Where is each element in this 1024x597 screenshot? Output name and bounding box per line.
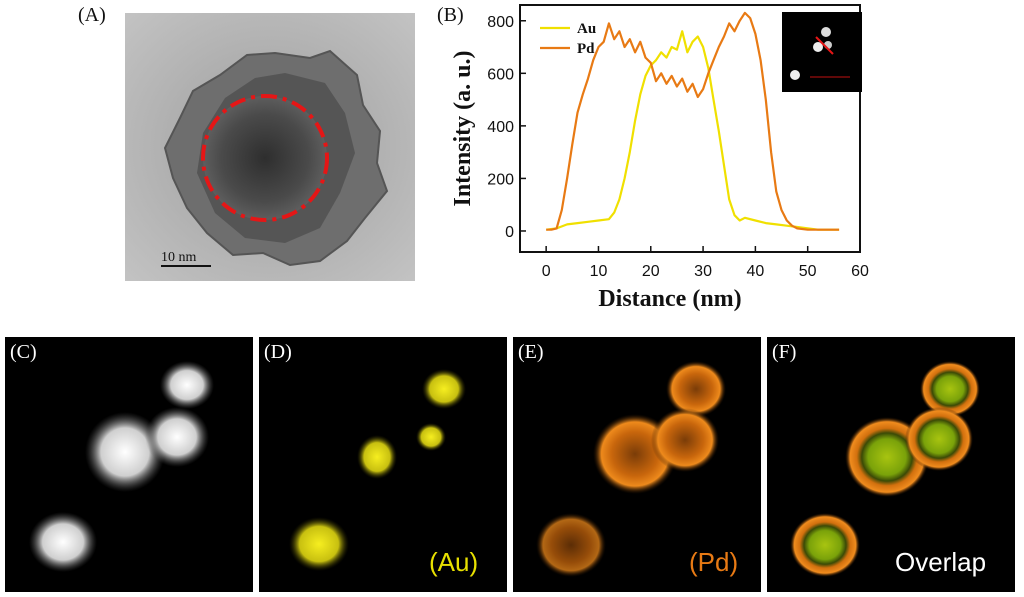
x-tick-label: 10 [590,263,608,280]
x-tick-label: 50 [799,263,817,280]
panel-c-label: (C) [10,341,37,363]
x-tick-label: 20 [642,263,660,280]
legend: Au Pd [540,21,596,57]
x-axis-label: Distance (nm) [598,286,741,312]
overlap-particle [790,513,860,577]
y-tick-label: 600 [487,66,514,83]
overlap-particle [920,361,980,417]
au-elemental-map: (Au) [259,337,507,592]
au-particle [289,517,349,571]
overlap-particles [790,361,980,577]
x-tick-label: 40 [746,263,764,280]
panel-a-label: (A) [78,4,106,26]
legend-label-au: Au [577,21,596,37]
x-tick-label: 0 [542,263,551,280]
pd-elemental-map: (Pd) [513,337,761,592]
au-map-particles [289,369,466,571]
pd-particle [651,408,719,472]
panel-e-label: (E) [518,341,544,363]
overlap-map: Overlap [767,337,1015,592]
haadf-particles [29,361,214,572]
pd-map-particles [536,361,726,577]
pd-particle [536,513,606,577]
series-line-pd [546,11,840,231]
x-tick-label: 30 [694,263,712,280]
haadf-image [5,337,253,592]
haadf-particle [29,512,97,572]
nanoparticle-core [203,96,327,220]
inset-particle [790,70,800,80]
haadf-particle [160,361,214,409]
au-particle [422,369,466,409]
overlap-particle [905,407,973,471]
panel-d-label: (D) [264,341,292,363]
scale-bar-label: 10 nm [161,250,197,265]
y-tick-label: 400 [487,119,514,136]
y-tick-label: 0 [505,224,514,241]
y-tick-label: 200 [487,171,514,188]
panel-b-label: (B) [437,4,464,26]
haadf-particle [145,407,209,467]
au-particle [357,435,397,479]
haadf-particle [85,412,165,492]
legend-label-pd: Pd [577,41,595,57]
tem-image: 10 nm [125,13,415,281]
tem-particle-drawing: 10 nm [161,49,389,267]
inset-scan-line [815,36,834,55]
plot-frame [519,4,861,253]
pd-map-caption: (Pd) [689,547,739,577]
series-line-au [546,30,840,231]
series-layer [546,11,840,231]
inset-particle [821,27,831,37]
core-outline-dashed [201,94,329,222]
au-map-caption: (Au) [429,547,479,577]
x-tick-label: 60 [851,263,869,280]
inset-haadf-image [782,12,862,92]
panel-f-label: (F) [772,341,797,363]
inset-particle [813,42,823,52]
overlap-caption: Overlap [895,547,987,577]
y-tick-label: 800 [487,14,514,31]
au-particle [416,423,446,451]
pd-particle [666,361,726,417]
y-axis-label: Intensity (a. u.) [450,50,476,206]
